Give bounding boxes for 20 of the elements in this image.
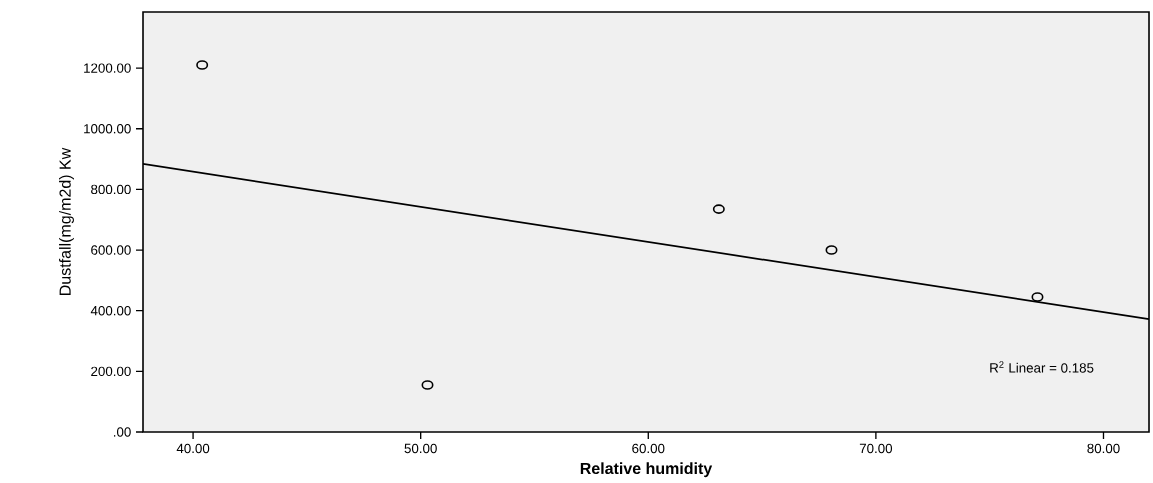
x-tick-label: 80.00 bbox=[1087, 443, 1120, 454]
y-tick-label: 200.00 bbox=[91, 366, 131, 377]
x-axis-title: Relative humidity bbox=[580, 462, 713, 478]
y-tick-label: 400.00 bbox=[90, 305, 131, 316]
y-tick-label: 800.00 bbox=[91, 184, 131, 195]
x-tick-label: 70.00 bbox=[859, 443, 893, 454]
x-tick-label: 60.00 bbox=[632, 443, 665, 454]
y-tick-label: .00 bbox=[113, 427, 131, 437]
y-tick-label: 1000.00 bbox=[84, 124, 131, 134]
point bbox=[825, 245, 838, 255]
point bbox=[1031, 292, 1044, 302]
y-tick-label: 600.00 bbox=[91, 245, 131, 255]
point bbox=[196, 60, 209, 70]
y-tick-label: 1200.00 bbox=[84, 63, 131, 73]
y-axis-title: Dustfall(mg/m2d) Kw bbox=[59, 147, 74, 295]
annotation: R$^{2}$ Linear = 0.185 bbox=[990, 361, 1094, 373]
x-tick-label: 50.00 bbox=[404, 443, 437, 454]
x-tick-label: 40.00 bbox=[176, 443, 210, 454]
point bbox=[421, 380, 434, 390]
point bbox=[712, 204, 725, 214]
